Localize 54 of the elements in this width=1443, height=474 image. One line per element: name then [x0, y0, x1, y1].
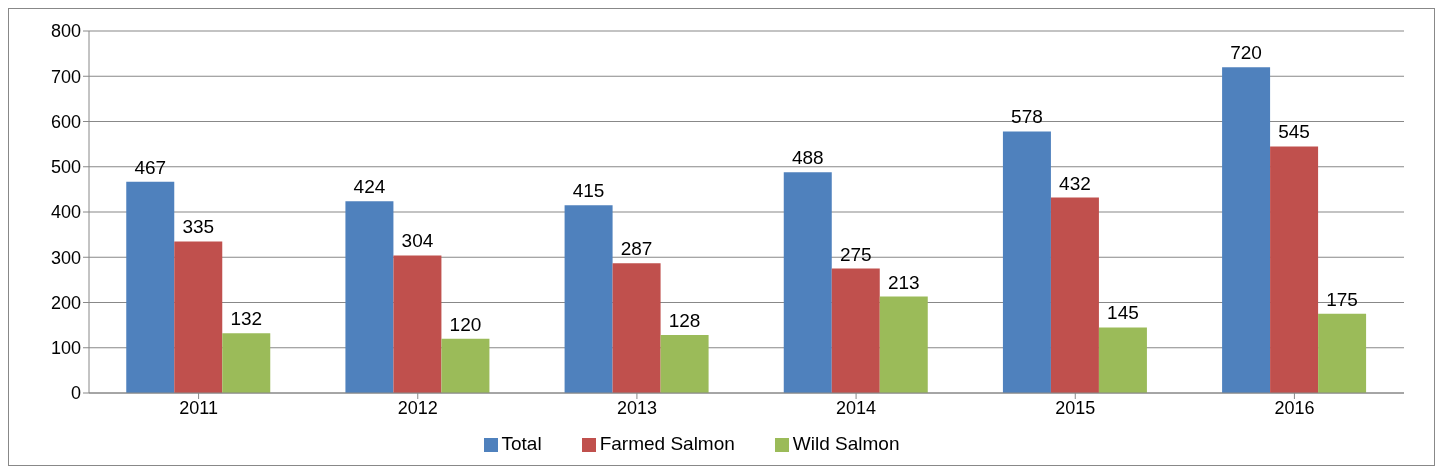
bar: [441, 338, 490, 393]
bar: [1222, 67, 1271, 393]
bar: [564, 205, 613, 393]
y-tick-label: 800: [50, 21, 81, 42]
bar: [879, 296, 928, 393]
data-label: 545: [1278, 121, 1310, 143]
bar: [1270, 146, 1319, 393]
bar: [783, 172, 832, 393]
data-label: 128: [668, 310, 701, 332]
data-label: 578: [1011, 106, 1043, 128]
data-label: 132: [230, 308, 263, 330]
data-label: 275: [839, 243, 872, 265]
data-label: 432: [1059, 172, 1091, 194]
y-tick-label: 200: [50, 292, 81, 313]
data-label: 335: [182, 216, 215, 238]
data-label: 287: [620, 238, 653, 260]
data-label: 415: [572, 180, 605, 202]
bar: [660, 335, 709, 393]
x-tick-label: 2016: [1274, 397, 1315, 418]
y-tick-label: 100: [50, 338, 81, 359]
legend-label: Total: [501, 433, 542, 454]
x-tick-label: 2014: [836, 397, 877, 418]
y-tick-label: 600: [50, 111, 81, 132]
y-tick-label: 500: [50, 157, 81, 178]
x-tick-label: 2011: [179, 397, 218, 418]
bar: [222, 333, 271, 393]
y-tick-label: 300: [50, 247, 81, 268]
bar: [612, 263, 661, 393]
y-tick-label: 700: [50, 66, 81, 87]
y-tick-label: 400: [50, 202, 81, 223]
data-label: 424: [353, 176, 386, 198]
x-tick-label: 2012: [397, 397, 438, 418]
bar: [126, 181, 175, 393]
data-label: 304: [401, 230, 434, 252]
data-label: 488: [791, 147, 824, 169]
x-tick-label: 2013: [616, 397, 657, 418]
bar: [345, 201, 394, 393]
data-label: 720: [1230, 42, 1262, 64]
legend-label: Farmed Salmon: [599, 433, 735, 454]
bar: [831, 268, 880, 393]
bar: [1050, 197, 1099, 393]
bar: [1318, 313, 1367, 393]
data-label: 120: [449, 313, 482, 335]
y-tick-label: 0: [70, 383, 81, 404]
bar: [393, 255, 442, 393]
x-tick-label: 2015: [1055, 397, 1096, 418]
data-label: 213: [887, 271, 920, 293]
bar: [174, 241, 223, 393]
legend-label: Wild Salmon: [792, 433, 900, 454]
bar: [1002, 131, 1051, 393]
data-label: 467: [134, 156, 167, 178]
bar: [1098, 327, 1147, 393]
data-label: 175: [1326, 288, 1358, 310]
data-label: 145: [1107, 302, 1139, 324]
